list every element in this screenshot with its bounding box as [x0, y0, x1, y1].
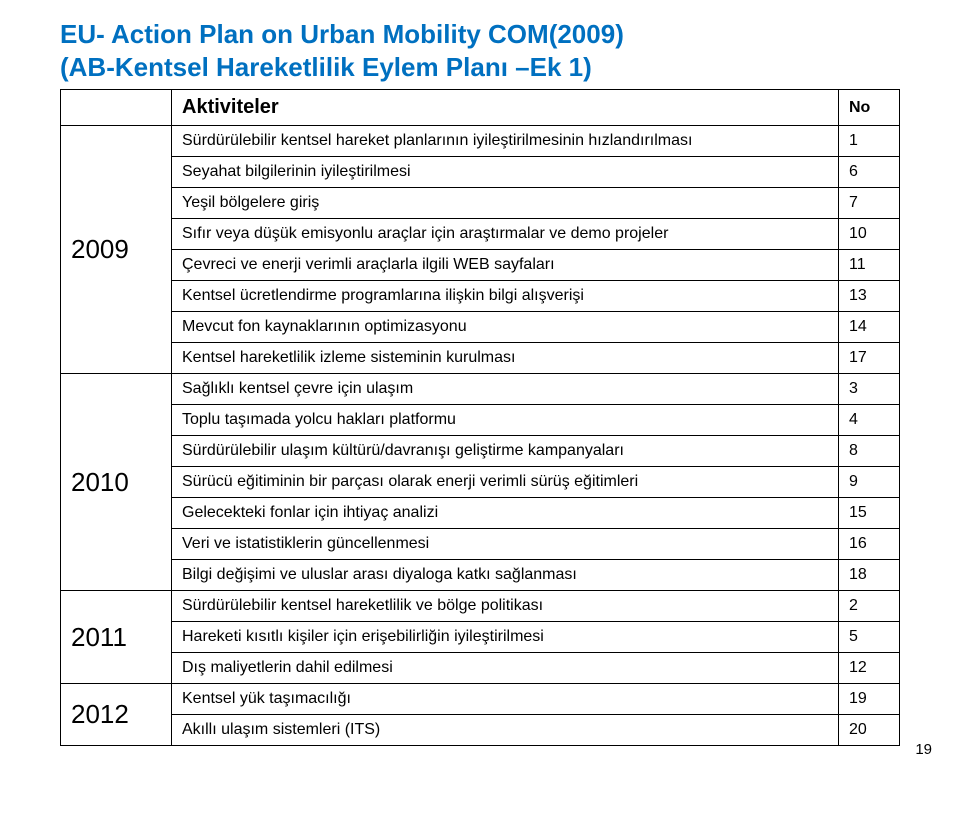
activity-cell: Çevreci ve enerji verimli araçlarla ilgi…: [172, 250, 839, 281]
table-row: Toplu taşımada yolcu hakları platformu 4: [61, 405, 900, 436]
title-line-1: EU- Action Plan on Urban Mobility COM(20…: [60, 18, 900, 51]
table-row: Kentsel ücretlendirme programlarına iliş…: [61, 281, 900, 312]
no-cell: 13: [839, 281, 900, 312]
activity-cell: Sürdürülebilir ulaşım kültürü/davranışı …: [172, 436, 839, 467]
activity-cell: Sürücü eğitiminin bir parçası olarak ene…: [172, 467, 839, 498]
no-cell: 1: [839, 126, 900, 157]
no-cell: 14: [839, 312, 900, 343]
table-row: 2009 Sürdürülebilir kentsel hareket plan…: [61, 126, 900, 157]
activity-cell: Veri ve istatistiklerin güncellenmesi: [172, 529, 839, 560]
activity-cell: Dış maliyetlerin dahil edilmesi: [172, 653, 839, 684]
no-cell: 5: [839, 622, 900, 653]
activity-cell: Sürdürülebilir kentsel hareketlilik ve b…: [172, 591, 839, 622]
activity-cell: Mevcut fon kaynaklarının optimizasyonu: [172, 312, 839, 343]
table-row: 2011 Sürdürülebilir kentsel hareketlilik…: [61, 591, 900, 622]
activity-cell: Toplu taşımada yolcu hakları platformu: [172, 405, 839, 436]
page-title: EU- Action Plan on Urban Mobility COM(20…: [60, 18, 900, 83]
activity-cell: Akıllı ulaşım sistemleri (ITS): [172, 715, 839, 746]
no-cell: 9: [839, 467, 900, 498]
no-cell: 7: [839, 188, 900, 219]
table-row: Mevcut fon kaynaklarının optimizasyonu 1…: [61, 312, 900, 343]
no-cell: 20: [839, 715, 900, 746]
no-cell: 12: [839, 653, 900, 684]
table-row: Dış maliyetlerin dahil edilmesi 12: [61, 653, 900, 684]
table-row: 2012 Kentsel yük taşımacılığı 19: [61, 684, 900, 715]
no-cell: 17: [839, 343, 900, 374]
table-row: Sürücü eğitiminin bir parçası olarak ene…: [61, 467, 900, 498]
table-row: Sürdürülebilir ulaşım kültürü/davranışı …: [61, 436, 900, 467]
table-header-row: Aktiviteler No: [61, 90, 900, 126]
activity-cell: Sağlıklı kentsel çevre için ulaşım: [172, 374, 839, 405]
activity-cell: Kentsel yük taşımacılığı: [172, 684, 839, 715]
activity-cell: Yeşil bölgelere giriş: [172, 188, 839, 219]
no-cell: 8: [839, 436, 900, 467]
activity-cell: Bilgi değişimi ve uluslar arası diyaloga…: [172, 560, 839, 591]
activity-cell: Seyahat bilgilerinin iyileştirilmesi: [172, 157, 839, 188]
activity-cell: Kentsel hareketlilik izleme sisteminin k…: [172, 343, 839, 374]
activity-cell: Sıfır veya düşük emisyonlu araçlar için …: [172, 219, 839, 250]
year-2012: 2012: [61, 684, 172, 746]
no-cell: 6: [839, 157, 900, 188]
activity-cell: Kentsel ücretlendirme programlarına iliş…: [172, 281, 839, 312]
table-row: Hareketi kısıtlı kişiler için erişebilir…: [61, 622, 900, 653]
table-row: Akıllı ulaşım sistemleri (ITS) 20: [61, 715, 900, 746]
table-row: Yeşil bölgelere giriş 7: [61, 188, 900, 219]
table-row: Sıfır veya düşük emisyonlu araçlar için …: [61, 219, 900, 250]
table-row: Çevreci ve enerji verimli araçlarla ilgi…: [61, 250, 900, 281]
activity-cell: Gelecekteki fonlar için ihtiyaç analizi: [172, 498, 839, 529]
year-2011: 2011: [61, 591, 172, 684]
no-cell: 15: [839, 498, 900, 529]
no-cell: 11: [839, 250, 900, 281]
no-cell: 16: [839, 529, 900, 560]
page-number: 19: [915, 741, 932, 758]
header-no: No: [839, 90, 900, 126]
no-cell: 10: [839, 219, 900, 250]
table-row: Bilgi değişimi ve uluslar arası diyaloga…: [61, 560, 900, 591]
table-row: Seyahat bilgilerinin iyileştirilmesi 6: [61, 157, 900, 188]
table-row: 2010 Sağlıklı kentsel çevre için ulaşım …: [61, 374, 900, 405]
activity-cell: Hareketi kısıtlı kişiler için erişebilir…: [172, 622, 839, 653]
no-cell: 18: [839, 560, 900, 591]
title-line-2: (AB-Kentsel Hareketlilik Eylem Planı –Ek…: [60, 51, 900, 84]
no-cell: 2: [839, 591, 900, 622]
no-cell: 3: [839, 374, 900, 405]
table-row: Gelecekteki fonlar için ihtiyaç analizi …: [61, 498, 900, 529]
activity-cell: Sürdürülebilir kentsel hareket planların…: [172, 126, 839, 157]
activities-table: Aktiviteler No 2009 Sürdürülebilir kents…: [60, 89, 900, 746]
year-2010: 2010: [61, 374, 172, 591]
year-2009: 2009: [61, 126, 172, 374]
table-row: Veri ve istatistiklerin güncellenmesi 16: [61, 529, 900, 560]
no-cell: 19: [839, 684, 900, 715]
header-activities: Aktiviteler: [172, 90, 839, 126]
header-empty: [61, 90, 172, 126]
no-cell: 4: [839, 405, 900, 436]
table-row: Kentsel hareketlilik izleme sisteminin k…: [61, 343, 900, 374]
